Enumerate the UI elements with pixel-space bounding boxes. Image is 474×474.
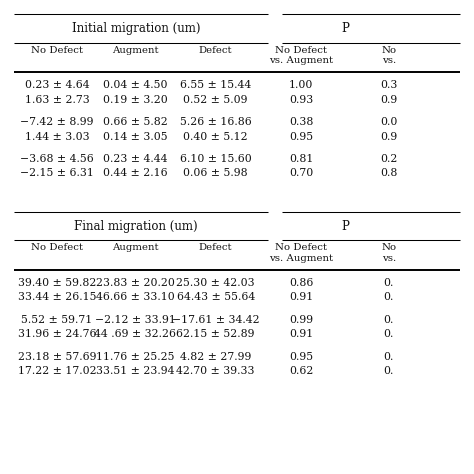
Text: 0.81: 0.81 xyxy=(289,154,313,164)
Text: −17.61 ± 34.42: −17.61 ± 34.42 xyxy=(172,315,259,325)
Text: 0.3: 0.3 xyxy=(380,80,397,91)
Text: 1.63 ± 2.73: 1.63 ± 2.73 xyxy=(25,94,89,105)
Text: No
vs.: No vs. xyxy=(381,243,396,263)
Text: 0.9: 0.9 xyxy=(380,94,397,105)
Text: 6.10 ± 15.60: 6.10 ± 15.60 xyxy=(180,154,252,164)
Text: 11.76 ± 25.25: 11.76 ± 25.25 xyxy=(96,352,174,362)
Text: 0.91: 0.91 xyxy=(289,292,313,302)
Text: Defect: Defect xyxy=(199,243,232,252)
Text: 0.2: 0.2 xyxy=(380,154,397,164)
Text: 0.8: 0.8 xyxy=(380,168,397,179)
Text: 0.14 ± 3.05: 0.14 ± 3.05 xyxy=(103,131,167,142)
Text: 0.91: 0.91 xyxy=(289,329,313,339)
Text: 42.70 ± 39.33: 42.70 ± 39.33 xyxy=(176,366,255,376)
Text: Final migration (um): Final migration (um) xyxy=(74,219,198,233)
Text: 0.23 ± 4.44: 0.23 ± 4.44 xyxy=(103,154,167,164)
Text: 0.70: 0.70 xyxy=(289,168,313,179)
Text: No Defect: No Defect xyxy=(31,243,83,252)
Text: 0.95: 0.95 xyxy=(289,131,313,142)
Text: 0.0: 0.0 xyxy=(380,117,397,128)
Text: 0.86: 0.86 xyxy=(289,278,313,288)
Text: 0.9: 0.9 xyxy=(380,131,397,142)
Text: 39.40 ± 59.82: 39.40 ± 59.82 xyxy=(18,278,96,288)
Text: 44 .69 ± 32.26: 44 .69 ± 32.26 xyxy=(94,329,176,339)
Text: 46.66 ± 33.10: 46.66 ± 33.10 xyxy=(96,292,174,302)
Text: Augment: Augment xyxy=(112,46,158,55)
Text: 33.51 ± 23.94: 33.51 ± 23.94 xyxy=(96,366,174,376)
Text: −2.12 ± 33.91: −2.12 ± 33.91 xyxy=(95,315,175,325)
Text: 25.30 ± 42.03: 25.30 ± 42.03 xyxy=(176,278,255,288)
Text: 64.43 ± 55.64: 64.43 ± 55.64 xyxy=(176,292,255,302)
Text: 0.62: 0.62 xyxy=(289,366,313,376)
Text: 0.99: 0.99 xyxy=(289,315,313,325)
Text: 31.96 ± 24.76: 31.96 ± 24.76 xyxy=(18,329,96,339)
Text: 5.26 ± 16.86: 5.26 ± 16.86 xyxy=(180,117,252,128)
Text: P: P xyxy=(341,219,349,233)
Text: 1.00: 1.00 xyxy=(289,80,313,91)
Text: 0.23 ± 4.64: 0.23 ± 4.64 xyxy=(25,80,89,91)
Text: 0.93: 0.93 xyxy=(289,94,313,105)
Text: No Defect: No Defect xyxy=(31,46,83,55)
Text: 0.19 ± 3.20: 0.19 ± 3.20 xyxy=(103,94,167,105)
Text: 0.: 0. xyxy=(383,352,394,362)
Text: 4.82 ± 27.99: 4.82 ± 27.99 xyxy=(180,352,251,362)
Text: No Defect
vs. Augment: No Defect vs. Augment xyxy=(269,243,333,263)
Text: P: P xyxy=(341,22,349,35)
Text: 5.52 ± 59.71: 5.52 ± 59.71 xyxy=(21,315,92,325)
Text: Augment: Augment xyxy=(112,243,158,252)
Text: 62.15 ± 52.89: 62.15 ± 52.89 xyxy=(176,329,255,339)
Text: 0.95: 0.95 xyxy=(289,352,313,362)
Text: 0.06 ± 5.98: 0.06 ± 5.98 xyxy=(183,168,248,179)
Text: 6.55 ± 15.44: 6.55 ± 15.44 xyxy=(180,80,251,91)
Text: 0.66 ± 5.82: 0.66 ± 5.82 xyxy=(103,117,167,128)
Text: 0.52 ± 5.09: 0.52 ± 5.09 xyxy=(183,94,248,105)
Text: 0.38: 0.38 xyxy=(289,117,313,128)
Text: 0.40 ± 5.12: 0.40 ± 5.12 xyxy=(183,131,248,142)
Text: −3.68 ± 4.56: −3.68 ± 4.56 xyxy=(20,154,94,164)
Text: 23.18 ± 57.69: 23.18 ± 57.69 xyxy=(18,352,96,362)
Text: 0.: 0. xyxy=(383,315,394,325)
Text: 0.: 0. xyxy=(383,292,394,302)
Text: 33.44 ± 26.15: 33.44 ± 26.15 xyxy=(18,292,96,302)
Text: −7.42 ± 8.99: −7.42 ± 8.99 xyxy=(20,117,94,128)
Text: 0.: 0. xyxy=(383,366,394,376)
Text: No Defect
vs. Augment: No Defect vs. Augment xyxy=(269,46,333,65)
Text: 0.44 ± 2.16: 0.44 ± 2.16 xyxy=(103,168,167,179)
Text: 17.22 ± 17.02: 17.22 ± 17.02 xyxy=(18,366,96,376)
Text: −2.15 ± 6.31: −2.15 ± 6.31 xyxy=(20,168,94,179)
Text: 0.: 0. xyxy=(383,278,394,288)
Text: 0.: 0. xyxy=(383,329,394,339)
Text: No
vs.: No vs. xyxy=(381,46,396,65)
Text: 0.04 ± 4.50: 0.04 ± 4.50 xyxy=(103,80,167,91)
Text: Defect: Defect xyxy=(199,46,232,55)
Text: 23.83 ± 20.20: 23.83 ± 20.20 xyxy=(96,278,174,288)
Text: Initial migration (um): Initial migration (um) xyxy=(72,22,200,35)
Text: 1.44 ± 3.03: 1.44 ± 3.03 xyxy=(25,131,89,142)
